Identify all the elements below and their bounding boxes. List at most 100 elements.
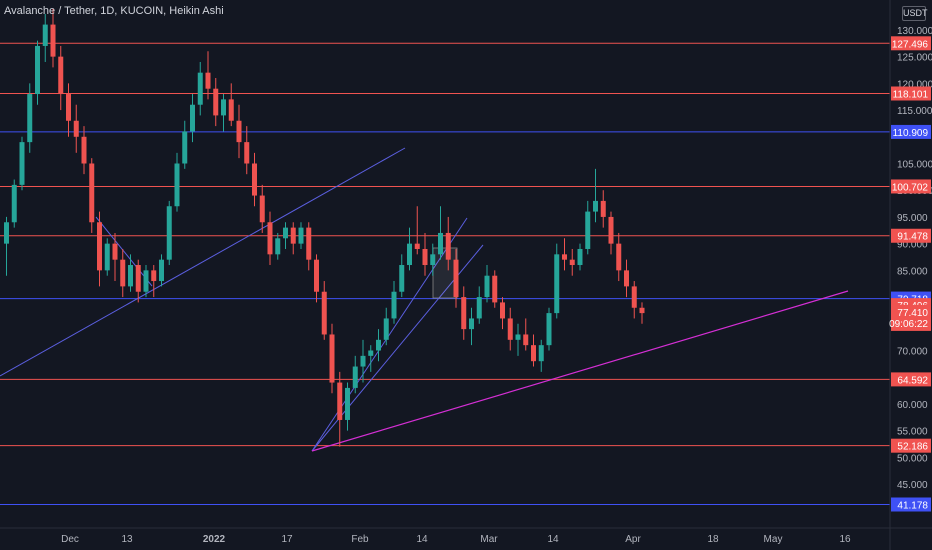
candle-body xyxy=(42,24,48,46)
x-axis-label: 17 xyxy=(281,534,293,545)
candle-body xyxy=(492,275,498,303)
candle-body xyxy=(360,355,366,367)
candle-body xyxy=(128,265,133,287)
candle-body xyxy=(523,334,529,346)
candle-body xyxy=(515,334,521,340)
candle-body xyxy=(469,318,474,330)
candle-body xyxy=(577,248,583,266)
candle-body xyxy=(11,184,17,223)
x-axis-label: Dec xyxy=(61,534,79,545)
candle-body xyxy=(376,339,381,351)
price-level-tag-label: 118.101 xyxy=(893,90,929,101)
candle-body xyxy=(531,345,536,362)
candle-body xyxy=(585,211,591,249)
currency-unit-button[interactable]: USDT xyxy=(902,6,928,21)
y-tick-label: 105.000 xyxy=(897,159,932,170)
price-level-tag-label: 41.178 xyxy=(897,501,928,512)
candle-body xyxy=(407,243,412,266)
candle-body xyxy=(546,313,552,346)
trendline-small xyxy=(95,216,153,287)
y-tick-label: 115.000 xyxy=(897,106,932,117)
highlight-box xyxy=(432,247,458,299)
candle-body xyxy=(476,297,482,319)
price-level-tag xyxy=(891,124,931,139)
candle-body xyxy=(58,56,64,95)
candle-body xyxy=(608,216,614,244)
price-level-tag xyxy=(891,228,931,243)
chart-title: Avalanche / Tether, 1D, KUCOIN, Heikin A… xyxy=(4,5,224,17)
candle-body xyxy=(616,243,622,271)
candle-body xyxy=(228,99,234,121)
candle-body xyxy=(399,265,405,292)
candle-body xyxy=(624,270,629,287)
candle-body xyxy=(283,227,288,239)
price-level-tag-label: 91.478 xyxy=(897,232,928,243)
candle-body xyxy=(593,200,598,212)
y-tick-label: 90.000 xyxy=(897,240,928,251)
candle-body xyxy=(337,382,343,420)
x-axis-label: 2022 xyxy=(203,534,226,545)
candle-body xyxy=(438,232,443,255)
x-axis-label: May xyxy=(764,534,783,545)
candle-body xyxy=(562,254,567,260)
last-price-label: 77.410 xyxy=(897,308,928,319)
candle-body xyxy=(182,131,188,164)
candle-body xyxy=(314,259,319,292)
price-level-tag-label: 127.496 xyxy=(892,39,929,50)
candle-body xyxy=(298,227,304,244)
candle-body xyxy=(484,275,490,298)
candle-body xyxy=(205,72,211,89)
candle-body xyxy=(461,297,467,330)
candle-body xyxy=(414,243,420,249)
candle-body xyxy=(120,259,126,287)
y-tick-label: 125.000 xyxy=(897,53,932,64)
candle-body xyxy=(631,286,637,308)
candle-body xyxy=(236,120,242,143)
candle-body xyxy=(639,307,645,314)
candle-body xyxy=(151,270,157,282)
price-level-tag-label: 110.909 xyxy=(893,128,929,139)
x-axis-label: 14 xyxy=(416,534,428,545)
candle-body xyxy=(329,334,335,383)
candle-body xyxy=(4,222,9,244)
candle-body xyxy=(600,200,606,217)
candle-body xyxy=(569,259,575,266)
candle-body xyxy=(345,387,350,420)
candle-body xyxy=(538,345,544,362)
y-tick-label: 45.000 xyxy=(897,480,928,491)
candle-body xyxy=(391,291,397,319)
candle-body xyxy=(453,259,459,298)
candle-body xyxy=(190,104,195,132)
candle-body xyxy=(27,94,33,143)
price-level-tag xyxy=(891,497,931,512)
price-level-tag-label: 52.186 xyxy=(897,442,928,453)
x-axis-label: 18 xyxy=(707,534,719,545)
trend-lines xyxy=(0,147,849,452)
candle-body xyxy=(252,163,257,196)
candle-body xyxy=(507,318,513,340)
y-tick-label: 60.000 xyxy=(897,400,928,411)
candle-body xyxy=(445,232,451,260)
x-axis-label: Apr xyxy=(625,534,641,545)
candle-body xyxy=(221,99,226,116)
candle-body xyxy=(368,350,374,356)
price-level-tag xyxy=(891,179,931,194)
x-axis-label: Feb xyxy=(351,534,369,545)
candle-body xyxy=(244,142,250,164)
price-level-tag xyxy=(891,36,931,51)
candle-body xyxy=(430,254,436,266)
price-level-tag-label: 64.592 xyxy=(897,375,928,386)
trendline-rising xyxy=(0,147,406,377)
price-line-labels: 127.496118.101110.909100.70291.47879.718… xyxy=(889,36,931,512)
last-price-tag xyxy=(891,304,931,331)
candle-body xyxy=(104,243,110,271)
candle-body xyxy=(352,366,358,388)
candle-body xyxy=(306,227,312,260)
price-level-tag xyxy=(891,372,931,387)
candle-body xyxy=(275,238,281,255)
candle-body xyxy=(89,163,95,223)
candle-body xyxy=(143,270,149,292)
y-tick-label: 130.000 xyxy=(897,26,932,37)
candle-body xyxy=(422,248,428,266)
